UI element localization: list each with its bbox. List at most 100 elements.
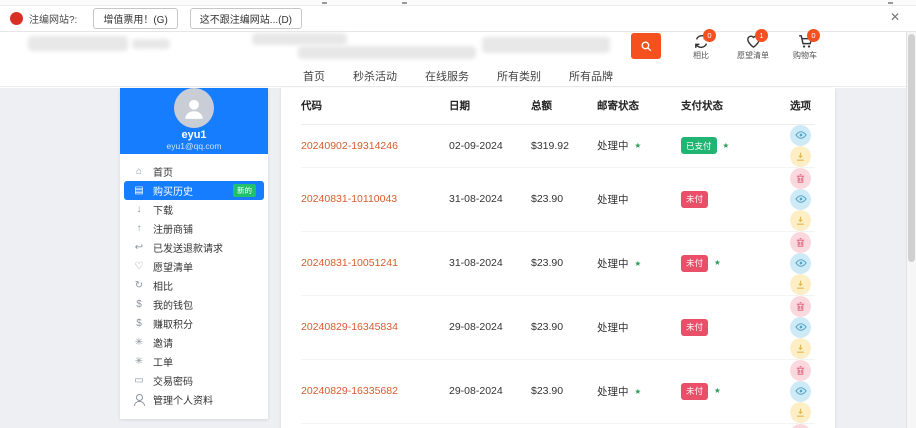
column-header: 代码 (301, 88, 449, 125)
order-code-link[interactable]: 20240831-10110043 (301, 193, 398, 205)
view-order-button[interactable] (790, 316, 811, 338)
sidebar-item-label: 我的钱包 (153, 301, 193, 312)
order-total: $22.70 (531, 423, 597, 428)
download-icon (797, 344, 804, 353)
download-invoice-button[interactable] (790, 273, 811, 295)
order-total: $23.90 (531, 231, 597, 296)
refund-icon: ↩ (134, 242, 144, 253)
order-row: 20240829-16335682 29-08-2024 $23.90 处理中 ★ 未付 ★ (301, 359, 815, 424)
cart-button[interactable]: 0 购物车 (781, 29, 829, 61)
search-button[interactable] (631, 33, 661, 59)
warning-message: 注编网站?: (29, 15, 78, 26)
sidebar-item-wallet[interactable]: $ 我的钱包 (124, 295, 264, 314)
delete-order-button[interactable] (790, 231, 811, 253)
download-invoice-button[interactable] (790, 145, 811, 167)
nav-link[interactable]: 首页 (303, 70, 325, 83)
nav-link[interactable]: 在线服务 (425, 70, 469, 83)
order-options (783, 359, 815, 424)
redacted-search-field (298, 46, 476, 59)
sidebar-item-label: 已发送退款请求 (153, 244, 223, 255)
order-options (783, 124, 815, 168)
shipping-status: 处理中★ (597, 124, 681, 168)
order-total: $23.90 (531, 167, 597, 232)
close-icon[interactable]: ✕ (889, 10, 900, 24)
sidebar-item-ticket[interactable]: ✳ 工单 (124, 352, 264, 371)
column-header: 选项 (783, 88, 815, 125)
cart-count-badge: 0 (807, 29, 820, 42)
shipping-status: 处理中★ (597, 423, 681, 428)
order-date: 31-08-2024 (449, 167, 531, 232)
sidebar-item-compare[interactable]: ↻ 相比 (124, 276, 264, 295)
chrome-artifact (402, 2, 407, 4)
sidebar-item-label: 工单 (153, 358, 173, 369)
nav-link[interactable]: 所有品牌 (569, 70, 613, 83)
download-icon: ↓ (136, 204, 142, 215)
sidebar-item-download[interactable]: ↓ 下载 (124, 200, 264, 219)
search-icon (640, 40, 651, 51)
sidebar-item-invite[interactable]: ✳ 邀请 (124, 333, 264, 352)
wishlist-button[interactable]: 1 愿望清单 (729, 29, 777, 61)
order-date: 31-08-2024 (449, 231, 531, 296)
chrome-artifact (888, 2, 893, 4)
warning-button-secondary[interactable]: 这不跟注编网站...(D) (189, 8, 303, 29)
sidebar-item-orders[interactable]: ▤ 购买历史 新的 (124, 181, 264, 200)
sidebar-profile: eyu1 eyu1@qq.com (120, 88, 268, 154)
delete-order-button[interactable] (790, 359, 811, 381)
shipping-status: 处理中★ (597, 231, 681, 296)
redacted-content (132, 39, 170, 49)
chrome-artifact (322, 2, 327, 4)
warning-button-primary[interactable]: 增值票用！(G) (93, 8, 178, 29)
browser-chrome-strip (0, 0, 916, 6)
alert-icon (10, 12, 23, 25)
password-icon: ▭ (134, 375, 144, 386)
delete-order-button[interactable] (790, 167, 811, 189)
delete-order-button[interactable] (790, 423, 811, 428)
view-order-button[interactable] (790, 252, 811, 274)
order-code-link[interactable]: 20240829-16335682 (301, 385, 398, 397)
order-date: 29-08-2024 (449, 359, 531, 424)
status-star-icon: ★ (634, 386, 642, 396)
order-row: 20240829-1633154029-08-2024$22.70处理中★未付★ (301, 423, 815, 428)
sidebar-item-points[interactable]: $ 赚取积分 (124, 314, 264, 333)
order-row: 20240829-16345834 29-08-2024 $23.90 处理中 未付 (301, 295, 815, 360)
payment-status-badge: 未付 (681, 382, 709, 400)
order-code-link[interactable]: 20240831-10051241 (301, 257, 398, 269)
scrollbar-thumb[interactable] (908, 34, 915, 262)
table-header-row: 代码 日期 总额 邮寄状态 支付状态 选项 (301, 88, 815, 125)
nav-link[interactable]: 所有类别 (497, 70, 541, 83)
main-nav: 首页 秒杀活动 在线服务 所有类别 所有品牌 (0, 65, 916, 87)
sidebar-item-profile[interactable]: 管理个人资料 (124, 390, 264, 409)
sidebar-item-label: 购买历史 (153, 187, 193, 198)
download-invoice-button[interactable] (790, 401, 811, 423)
sidebar-item-shop[interactable]: ↑ 注册商铺 (124, 219, 264, 238)
download-invoice-button[interactable] (790, 337, 811, 359)
view-order-button[interactable] (790, 188, 811, 210)
header-actions: 0 相比 1 愿望清单 0 购物车 (631, 29, 833, 61)
view-order-button[interactable] (790, 380, 811, 402)
order-code-link[interactable]: 20240902-19314246 (301, 139, 398, 152)
status-star-icon: ★ (722, 140, 730, 150)
order-row: 20240831-10110043 31-08-2024 $23.90 处理中 未付 (301, 167, 815, 232)
order-date: 29-08-2024 (449, 423, 531, 428)
sidebar-item-wishlist[interactable]: ♡ 愿望清单 (124, 257, 264, 276)
view-icon (794, 195, 807, 203)
order-total: $23.90 (531, 359, 597, 424)
ticket-icon: ✳ (134, 356, 144, 367)
payment-status-badge: 未付 (681, 190, 709, 208)
order-code-link[interactable]: 20240829-16345834 (301, 321, 398, 333)
orders-icon: ▤ (134, 185, 144, 196)
delete-order-button[interactable] (790, 295, 811, 317)
wishlist-icon: ♡ (134, 261, 144, 272)
sidebar-item-password[interactable]: ▭ 交易密码 (124, 371, 264, 390)
sidebar-item-home[interactable]: ⌂ 首页 (124, 162, 264, 181)
shipping-status: 处理中 (597, 167, 681, 232)
view-order-button[interactable] (790, 124, 811, 146)
compare-button[interactable]: 0 相比 (677, 29, 725, 61)
scrollbar[interactable] (906, 32, 916, 428)
sidebar-item-label: 首页 (153, 168, 173, 179)
nav-link[interactable]: 秒杀活动 (353, 70, 397, 83)
download-invoice-button[interactable] (790, 209, 811, 231)
sidebar-item-refund[interactable]: ↩ 已发送退款请求 (124, 238, 264, 257)
download-icon (797, 152, 804, 161)
order-options (783, 167, 815, 232)
